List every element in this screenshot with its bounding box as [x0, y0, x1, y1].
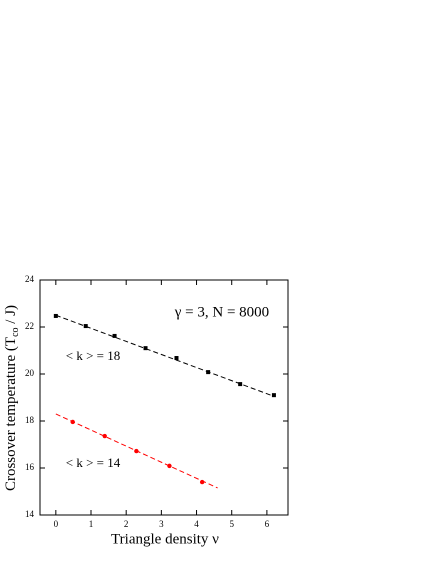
point: [199, 479, 205, 485]
series-label: < k > = 18: [66, 348, 121, 363]
point: [271, 393, 276, 398]
y-axis-label-part: Crossover temperature (T: [3, 337, 19, 491]
x-tick-label: 4: [194, 519, 199, 529]
x-axis-label: Triangle density ν: [111, 531, 219, 547]
point: [53, 313, 58, 318]
annotation: γ = 3, N = 8000: [174, 304, 269, 320]
point: [238, 382, 243, 387]
y-tick-label: 20: [25, 368, 35, 378]
point: [70, 419, 75, 425]
x-tick-label: 1: [89, 519, 94, 529]
point: [102, 433, 107, 439]
plot-frame: [39, 279, 289, 516]
y-axis-label: Crossover temperature (Tco / J): [3, 305, 21, 491]
y-tick-label: 18: [25, 415, 35, 425]
point: [143, 346, 148, 351]
point: [83, 324, 88, 329]
y-tick-label: 14: [25, 509, 35, 519]
x-tick-label: 5: [229, 519, 234, 529]
point: [206, 370, 211, 375]
y-axis-label-part: / J): [3, 305, 19, 328]
y-tick-label: 22: [25, 321, 34, 331]
y-tick-label: 16: [25, 462, 35, 472]
y-tick-label: 24: [25, 274, 35, 284]
point: [174, 356, 179, 361]
y-axis-label-part: co: [10, 327, 21, 336]
x-tick-label: 0: [54, 519, 59, 529]
point: [134, 448, 139, 454]
point: [112, 333, 117, 338]
point: [167, 463, 172, 469]
fit-line: [55, 314, 275, 397]
x-tick-label: 2: [124, 519, 129, 529]
x-tick-label: 6: [265, 519, 270, 529]
series-label: < k > = 14: [66, 455, 121, 470]
x-tick-label: 3: [159, 519, 164, 529]
